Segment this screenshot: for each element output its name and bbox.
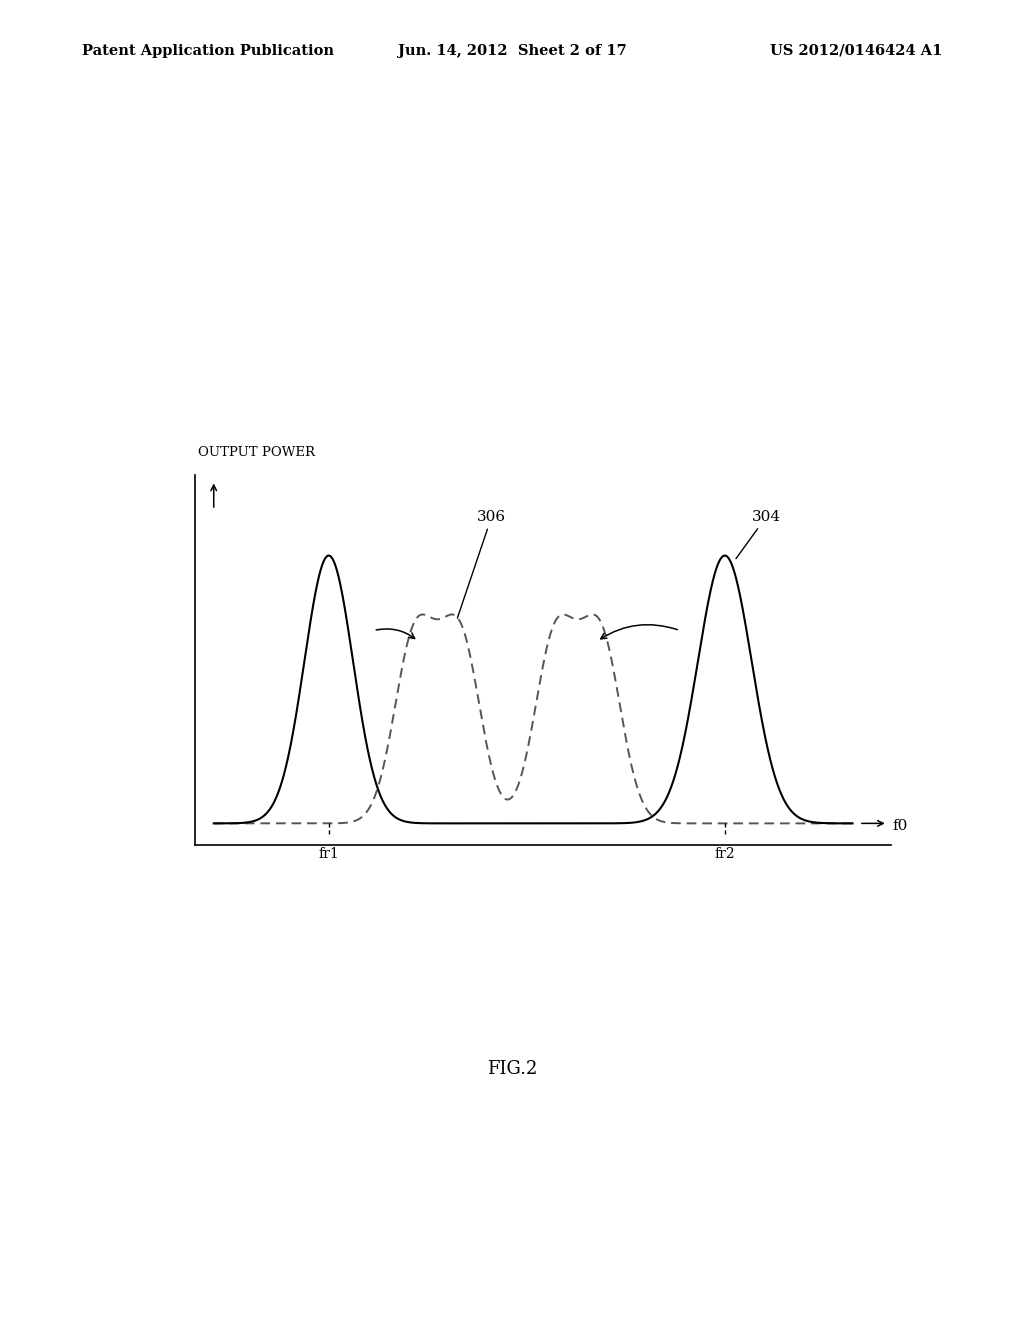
Text: FIG.2: FIG.2 xyxy=(486,1060,538,1078)
Text: OUTPUT POWER: OUTPUT POWER xyxy=(198,446,314,459)
Text: fr2: fr2 xyxy=(715,847,735,862)
Text: 306: 306 xyxy=(458,510,506,618)
Text: US 2012/0146424 A1: US 2012/0146424 A1 xyxy=(770,44,942,58)
Text: Jun. 14, 2012  Sheet 2 of 17: Jun. 14, 2012 Sheet 2 of 17 xyxy=(397,44,627,58)
Text: Patent Application Publication: Patent Application Publication xyxy=(82,44,334,58)
Text: 304: 304 xyxy=(736,510,781,558)
Text: fr1: fr1 xyxy=(318,847,339,862)
Text: f0: f0 xyxy=(892,818,907,833)
